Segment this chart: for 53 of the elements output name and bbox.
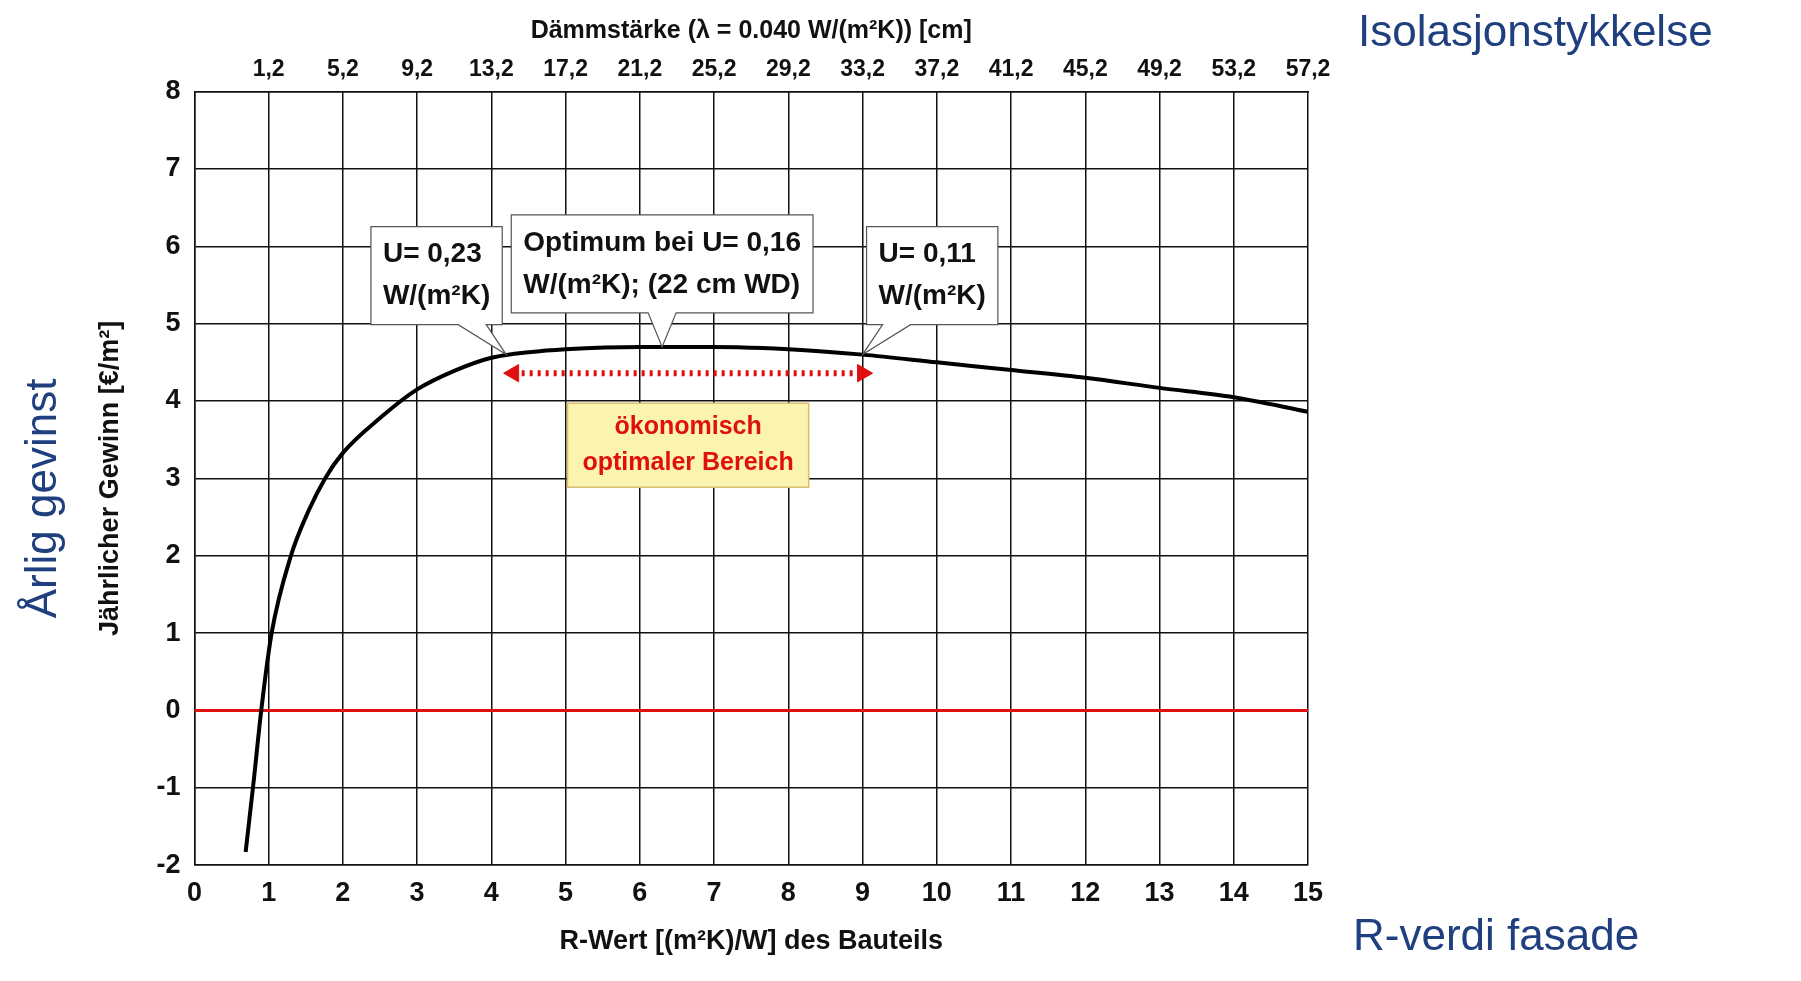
y-tick-label: 5 (165, 307, 181, 338)
x-tick-label: 11 (996, 876, 1026, 907)
text: R-verdi fasade (1353, 910, 1640, 960)
x2-tick-label: 9,2 (401, 55, 434, 82)
x2-tick-label: 49,2 (1137, 55, 1182, 82)
y-tick-label: 4 (165, 384, 181, 415)
x2-tick-label: 29,2 (765, 55, 811, 82)
x2-tick-label: 53,2 (1211, 55, 1257, 82)
x2-tick-label: 33,2 (840, 55, 885, 82)
x-tick-label: 2 (335, 876, 351, 907)
y-tick-label: 3 (165, 461, 181, 492)
x2-tick-label: 25,2 (691, 55, 737, 82)
x2-tick-label: 13,2 (468, 55, 514, 82)
y-tick-label: -1 (156, 771, 181, 802)
annotation: Optimum bei U= 0,16 W/(m²K); (22 cm WD) (523, 225, 801, 299)
x2-tick-label: 57,2 (1285, 55, 1331, 82)
x-tick-label: 1 (261, 876, 277, 907)
x2-tick-label: 17,2 (543, 55, 588, 82)
y-tick-label: 6 (165, 229, 181, 260)
text: Isolasjonstykkelse (1358, 6, 1713, 56)
y-tick-label: 2 (165, 539, 181, 570)
x-tick-label: 5 (558, 876, 574, 907)
x-tick-label: 13 (1144, 876, 1175, 907)
annotation: U= 0,11 W/(m²K) (878, 237, 986, 311)
x-tick-label: 6 (632, 876, 648, 907)
x-tick-label: 0 (186, 876, 202, 907)
x-tick-label: 4 (483, 876, 499, 907)
annotation: U= 0,23 W/(m²K) (382, 237, 491, 311)
x2-tick-label: 21,2 (617, 55, 663, 82)
x2-tick-label: 37,2 (914, 55, 960, 82)
y-tick-label: 0 (165, 693, 181, 724)
x2-tick-label: 5,2 (326, 55, 359, 82)
y-tick-label: 8 (165, 75, 181, 106)
x2-tick-label: 45,2 (1062, 55, 1108, 82)
x-tick-label: 12 (1070, 876, 1101, 907)
x-tick-label: 9 (855, 876, 871, 907)
text: Årlig gevinst (16, 378, 66, 619)
y-tick-label: 7 (165, 152, 181, 183)
x-tick-label: 3 (409, 876, 425, 907)
x-tick-label: 14 (1218, 876, 1249, 907)
x-tick-label: 8 (780, 876, 796, 907)
x-tick-label: 7 (706, 876, 722, 907)
y-axis-title: Jährlicher Gewinn [€/m²] (93, 320, 124, 636)
x-tick-label: 10 (921, 876, 952, 907)
y-tick-label: 1 (165, 616, 181, 647)
x2-tick-label: 1,2 (252, 55, 285, 82)
y-tick-label: -2 (156, 848, 181, 879)
x2-tick-label: 41,2 (988, 55, 1034, 82)
x2-axis-title: Dämmstärke (λ = 0.040 W/(m²K)) [cm] (530, 14, 972, 43)
series-label: ökonomisch optimaler Bereich (582, 411, 794, 476)
x-axis-title: R-Wert [(m²K)/W] des Bauteils (559, 925, 943, 956)
x-tick-label: 15 (1292, 876, 1324, 907)
line-series (243, 344, 1308, 855)
